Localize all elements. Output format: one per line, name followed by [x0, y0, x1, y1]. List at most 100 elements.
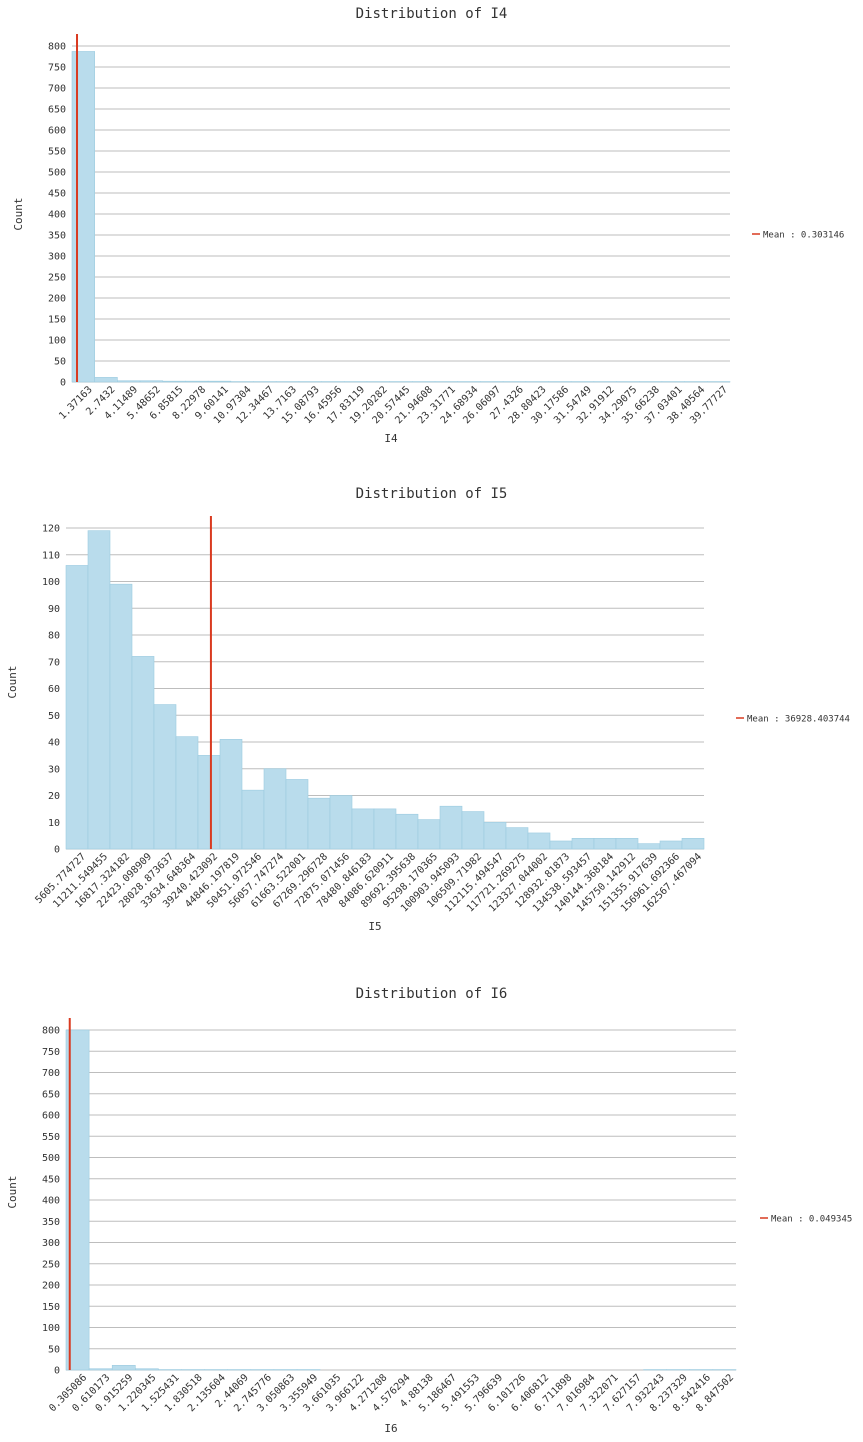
histogram-bar — [527, 832, 551, 850]
histogram-bar — [659, 840, 683, 850]
chart-title: Distribution of I6 — [355, 986, 508, 1002]
y-tick-label: 250 — [42, 1259, 60, 1270]
y-axis-title: Count — [12, 197, 25, 230]
y-tick-label: 20 — [48, 791, 60, 802]
y-tick-label: 50 — [48, 711, 60, 722]
histogram-bar — [615, 837, 639, 850]
histogram-bar — [65, 565, 89, 850]
y-tick-label: 500 — [42, 1153, 60, 1164]
histogram-bar — [131, 656, 155, 850]
y-tick-label: 200 — [42, 1281, 60, 1292]
legend-label: Mean : 0.049345 — [771, 1215, 852, 1225]
y-tick-label: 650 — [48, 105, 66, 116]
histogram-bar — [439, 805, 463, 850]
histogram-bar — [185, 380, 209, 383]
y-tick-label: 250 — [48, 273, 66, 284]
histogram-bar — [117, 380, 141, 383]
histogram-i6: 0 50 100 150 200 250 300 350 400 450 500 550 600 650 7… — [6, 1018, 852, 1435]
histogram-bar — [111, 1365, 136, 1371]
y-tick-label: 30 — [48, 764, 60, 775]
y-tick-label: 650 — [42, 1089, 60, 1100]
x-axis-title: I4 — [384, 432, 398, 445]
histogram-bar — [162, 380, 186, 383]
y-tick-label: 80 — [48, 631, 60, 642]
y-tick-label: 150 — [48, 315, 66, 326]
histogram-bar — [219, 739, 243, 850]
histogram-bar — [88, 1368, 113, 1371]
y-tick-label: 100 — [42, 577, 60, 588]
y-axis-title: Count — [6, 1175, 19, 1208]
y-tick-label: 600 — [48, 126, 66, 137]
y-tick-label: 70 — [48, 657, 60, 668]
chart-i6: Distribution of I6 0 50 100 150 200 250 300 350… — [0, 980, 863, 1442]
chart-title: Distribution of I4 — [355, 6, 508, 22]
histogram-bar — [263, 768, 287, 850]
y-tick-label: 150 — [42, 1302, 60, 1313]
histogram-bar — [593, 837, 617, 850]
y-tick-label: 60 — [48, 684, 60, 695]
histogram-bar — [307, 797, 331, 850]
histogram-bar — [571, 837, 595, 850]
y-tick-label: 700 — [48, 84, 66, 95]
y-tick-label: 200 — [48, 294, 66, 305]
chart-i4: Distribution of I4 0 50 100 150 200 250 300 350… — [0, 0, 863, 460]
y-tick-label: 550 — [42, 1132, 60, 1143]
y-tick-label: 800 — [42, 1026, 60, 1037]
histogram-i5: 01020304050607080901001101205605.7747271… — [6, 516, 850, 933]
y-tick-label: 0 — [54, 1366, 60, 1377]
histogram-bar — [71, 51, 95, 383]
y-tick-label: 750 — [42, 1047, 60, 1058]
histogram-bar — [197, 755, 221, 850]
y-tick-label: 450 — [48, 189, 66, 200]
histogram-bar — [373, 808, 397, 850]
y-tick-label: 10 — [48, 818, 60, 829]
chart-title: Distribution of I5 — [355, 486, 508, 502]
histogram-bar — [109, 583, 133, 850]
histogram-i4: 0 50 100 150 200 250 300 350 400 450 500 550 600 650 7… — [12, 34, 844, 445]
y-tick-label: 0 — [60, 378, 66, 389]
histogram-bar — [285, 779, 309, 850]
chart-i5: Distribution of I5 0 10 20 30 40 50 60 70 80 90 10… — [0, 480, 863, 960]
y-tick-label: 90 — [48, 604, 60, 615]
y-tick-label: 500 — [48, 168, 66, 179]
y-tick-label: 0 — [54, 845, 60, 856]
y-tick-label: 600 — [42, 1111, 60, 1122]
y-tick-label: 800 — [48, 42, 66, 53]
x-axis-title: I5 — [368, 920, 381, 933]
y-tick-label: 300 — [48, 252, 66, 263]
histogram-bar — [65, 1029, 90, 1371]
y-tick-label: 50 — [48, 1344, 60, 1355]
histogram-bar — [549, 840, 573, 850]
histogram-bar — [207, 380, 232, 383]
histogram-bar — [175, 736, 199, 850]
histogram-bar — [87, 530, 111, 850]
y-tick-label: 400 — [42, 1196, 60, 1207]
x-tick-label: 1.37163 — [57, 384, 95, 422]
y-tick-label: 400 — [48, 210, 66, 221]
histogram-bar — [139, 380, 164, 383]
histogram-bar — [241, 789, 265, 850]
y-tick-label: 120 — [42, 524, 60, 535]
histogram-bar — [461, 811, 485, 850]
y-tick-label: 110 — [42, 550, 60, 561]
histogram-bar — [483, 821, 507, 850]
histogram-bar — [135, 1368, 159, 1371]
y-tick-label: 100 — [48, 336, 66, 347]
histogram-bar — [681, 837, 705, 850]
histogram-bar — [505, 827, 529, 850]
y-tick-label: 750 — [48, 63, 66, 74]
y-tick-label: 50 — [54, 357, 66, 368]
legend-label: Mean : 0.303146 — [763, 231, 844, 241]
histogram-bar — [329, 795, 353, 850]
y-tick-label: 550 — [48, 147, 66, 158]
histogram-bar — [637, 843, 661, 850]
y-tick-label: 300 — [42, 1238, 60, 1249]
legend-label: Mean : 36928.403744 — [747, 715, 850, 725]
histogram-bar — [153, 704, 177, 850]
y-axis-title: Count — [6, 665, 19, 698]
y-tick-label: 450 — [42, 1174, 60, 1185]
y-tick-label: 100 — [42, 1323, 60, 1334]
y-tick-label: 40 — [48, 738, 60, 749]
y-tick-label: 350 — [42, 1217, 60, 1228]
y-tick-label: 350 — [48, 231, 66, 242]
